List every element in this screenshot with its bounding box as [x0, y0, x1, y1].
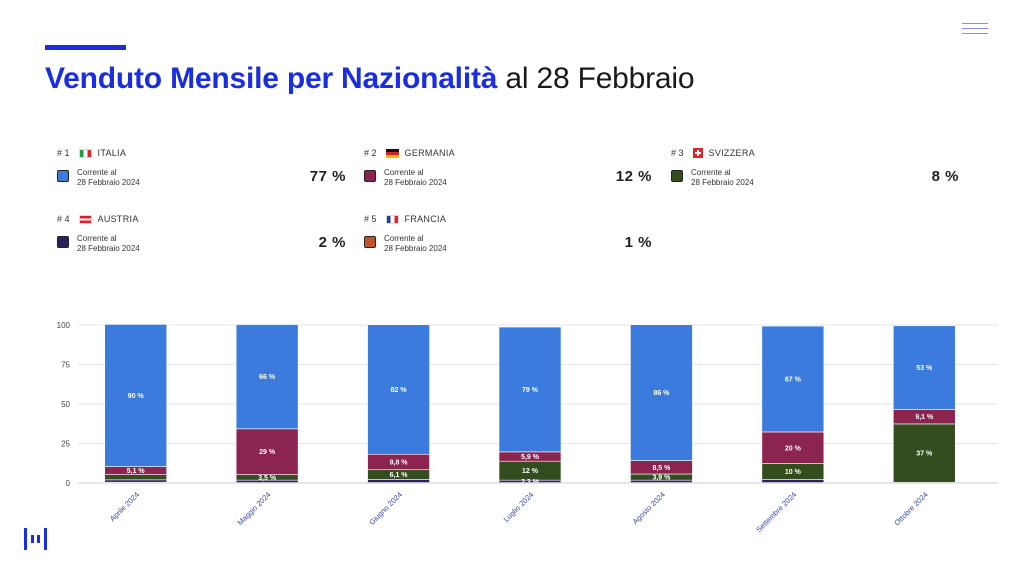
accent-bar	[45, 45, 126, 50]
x-tick-label: Maggio 2024	[236, 490, 273, 527]
data-label: 37 %	[916, 451, 933, 458]
bar-segment-germania	[235, 428, 299, 475]
page-title: Venduto Mensile per Nazionalità al 28 Fe…	[45, 62, 695, 96]
x-tick-label: Luglio 2024	[502, 490, 536, 524]
legend-pct: 1 %	[624, 234, 652, 251]
y-tick-label: 100	[57, 321, 71, 330]
bar-segment-italia	[761, 325, 825, 433]
data-label: 10 %	[785, 469, 802, 476]
legend-swatch	[57, 236, 69, 248]
bar-segment-italia	[367, 324, 430, 455]
legend-rank: # 4	[57, 214, 70, 224]
france-flag-icon	[385, 214, 399, 224]
data-label: 29 %	[259, 449, 276, 456]
legend-swatch	[364, 236, 376, 248]
x-tick-label: Settembre 2024	[754, 490, 798, 534]
y-tick-label: 50	[61, 400, 70, 409]
bar-segment-italia	[498, 326, 562, 453]
data-label: 12 %	[522, 468, 539, 475]
legend-label: Corrente al 28 Febbraio 2024	[384, 234, 447, 253]
bar-segment-austria	[104, 479, 168, 483]
stacked-bar-chart: 0 25 50 75 100 5,1 % 90 % Aprile 2024 3,5 % 29 % 6…	[57, 321, 998, 534]
legend-item-germania: # 2 GERMANIA Corrente al 28 Febbraio 2024 …	[364, 148, 664, 198]
legend-pct: 8 %	[931, 168, 959, 185]
brand-logo-icon	[24, 528, 47, 550]
data-label: 82 %	[391, 387, 408, 394]
legend-rank: # 1	[57, 148, 70, 158]
x-tick-label: Ottobre 2024	[892, 490, 929, 527]
legend-label: Corrente al 28 Febbraio 2024	[691, 168, 754, 187]
legend-swatch	[364, 170, 376, 182]
italy-flag-icon	[78, 148, 92, 158]
data-label: 5,9 %	[521, 454, 540, 461]
data-label: 6,1 %	[390, 472, 409, 479]
data-label: 66 %	[259, 374, 276, 381]
legend-country: GERMANIA	[404, 148, 455, 158]
bar-segment-austria	[367, 479, 430, 483]
legend-pct: 12 %	[615, 168, 652, 185]
germany-flag-icon	[385, 148, 399, 158]
y-tick-label: 75	[61, 361, 70, 370]
y-tick-label: 0	[66, 479, 71, 488]
data-label: 79 %	[522, 387, 539, 394]
data-label: 2,3 %	[521, 479, 540, 486]
data-label: 9,8 %	[390, 459, 409, 466]
bar-segment-italia	[235, 324, 299, 430]
data-label: 90 %	[128, 393, 145, 400]
data-label: 8,5 %	[652, 465, 671, 472]
legend-rank: # 2	[364, 148, 377, 158]
legend-item-austria: # 4 AUSTRIA Corrente al 28 Febbraio 2024 2…	[57, 214, 357, 264]
legend-country: SVIZZERA	[708, 148, 755, 158]
legend-label: Corrente al 28 Febbraio 2024	[77, 168, 140, 187]
legend-label: Corrente al 28 Febbraio 2024	[384, 168, 447, 187]
title-bold: Venduto Mensile per Nazionalità	[45, 62, 498, 95]
legend-pct: 77 %	[309, 168, 346, 185]
switzerland-flag-icon	[692, 148, 703, 158]
data-label: 67 %	[785, 377, 802, 384]
data-label: 3,5 %	[258, 475, 277, 482]
austria-flag-icon	[78, 214, 92, 224]
data-label: 9,1 %	[915, 414, 934, 421]
legend-swatch	[671, 170, 683, 182]
bar-segment-italia	[892, 325, 956, 410]
legend-swatch	[57, 170, 69, 182]
data-label: 5,1 %	[127, 468, 146, 475]
data-label: 86 %	[653, 390, 670, 397]
data-label: 20 %	[785, 445, 802, 452]
legend-rank: # 5	[364, 214, 377, 224]
legend-item-francia: # 5 FRANCIA Corrente al 28 Febbraio 2024 1…	[364, 214, 664, 264]
legend-country: AUSTRIA	[97, 214, 139, 224]
bar-segment-svizzera	[104, 474, 168, 481]
data-label: 0,4 %	[915, 480, 934, 487]
x-tick-label: Giugno 2024	[367, 490, 404, 527]
data-label: 53 %	[916, 365, 933, 372]
y-tick-label: 25	[61, 440, 70, 449]
legend-label: Corrente al 28 Febbraio 2024	[77, 234, 140, 253]
bar-segment-austria	[761, 479, 825, 483]
bar-segment-svizzera	[892, 423, 956, 483]
x-tick-label: Aprile 2024	[108, 490, 141, 523]
legend-pct: 2 %	[318, 234, 346, 251]
bar-segment-italia	[630, 324, 693, 461]
x-tick-label: Agosto 2024	[631, 490, 667, 526]
legend-country: FRANCIA	[404, 214, 447, 224]
legend-item-italia: # 1 ITALIA Corrente al 28 Febbraio 2024 77…	[57, 148, 357, 198]
bar-segment-italia	[104, 324, 168, 467]
menu-icon[interactable]	[962, 23, 988, 35]
legend-item-svizzera: # 3 SVIZZERA Corrente al 28 Febbraio 2024 …	[671, 148, 971, 198]
data-label: 3,9 %	[652, 475, 671, 482]
legend-country: ITALIA	[97, 148, 127, 158]
legend-rank: # 3	[671, 148, 684, 158]
title-rest: al 28 Febbraio	[505, 62, 695, 95]
